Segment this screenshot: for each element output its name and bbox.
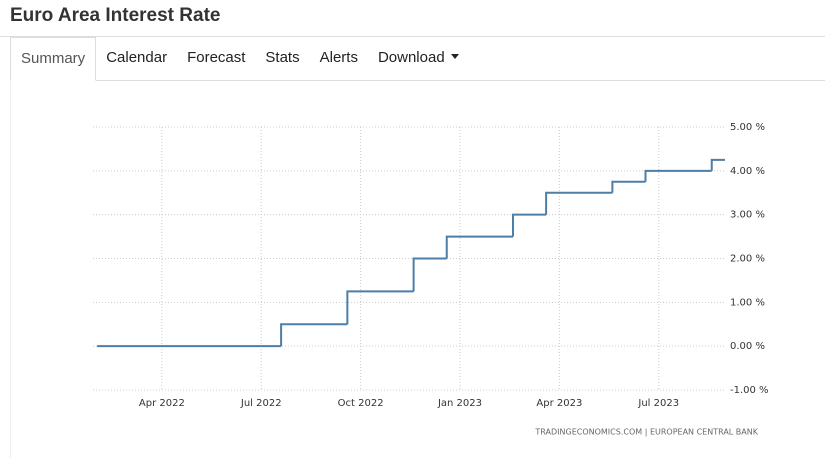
x-tick-label: Oct 2022 (338, 398, 384, 409)
y-tick-label: 1.00 % (730, 297, 765, 308)
x-tick-label: Apr 2023 (536, 398, 582, 409)
y-tick-label: 0.00 % (730, 341, 765, 352)
step-segment (511, 213, 547, 237)
x-tick-label: Jul 2023 (637, 398, 679, 409)
y-tick-label: 4.00 % (730, 166, 765, 177)
caret-icon (450, 54, 459, 59)
source-note: TRADINGECONOMICS.COM | EUROPEAN CENTRAL … (534, 428, 758, 437)
tab[interactable]: Alerts (319, 49, 358, 66)
tab-bar: Summary Calendar Forecast Stats Alerts D… (10, 37, 825, 81)
step-segment (644, 169, 712, 182)
tab[interactable]: Calendar (106, 49, 168, 66)
tab-dropdown[interactable]: Download (368, 37, 469, 80)
x-tick-label: Jan 2023 (437, 398, 482, 409)
step-segment (611, 180, 646, 193)
y-tick-label: 5.00 % (730, 122, 765, 133)
page-title: Euro Area Interest Rate (10, 5, 221, 26)
panel-border (10, 80, 11, 458)
x-tick-label: Jul 2022 (240, 398, 282, 409)
step-segment (280, 323, 348, 347)
tab[interactable]: Stats (265, 49, 300, 66)
step-segment (412, 257, 447, 292)
tab-label: Download (377, 49, 445, 66)
x-tick-label: Apr 2022 (139, 398, 185, 409)
tab[interactable]: Summary (10, 37, 97, 81)
tab[interactable]: Forecast (187, 49, 246, 66)
step-segment (710, 158, 725, 171)
step-segment (346, 290, 414, 325)
step-segment (445, 235, 513, 259)
y-tick-label: -1.00 % (730, 385, 769, 396)
header: Euro Area Interest Rate (0, 0, 825, 37)
y-tick-label: 2.00 % (730, 254, 765, 265)
step-segment (545, 191, 613, 215)
y-tick-label: 3.00 % (730, 210, 765, 221)
